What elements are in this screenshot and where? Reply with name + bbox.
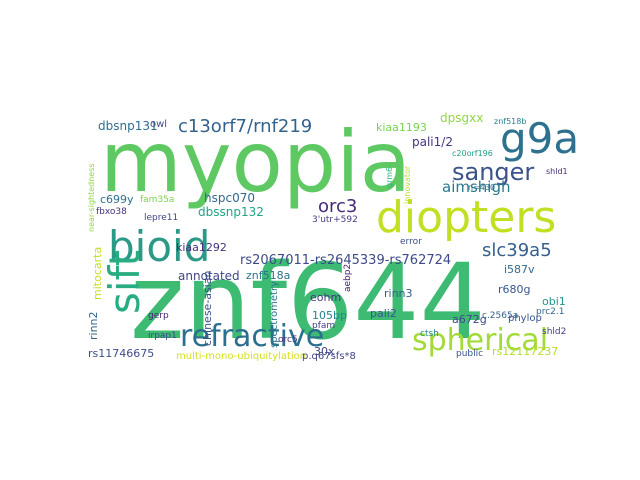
word-rs2067011: rs2067011-rs2645339-rs762724	[240, 253, 452, 268]
word-c699y: c699y	[100, 193, 134, 206]
word-diopters: diopters	[376, 192, 557, 243]
word-rs12117237: rs12117237	[492, 345, 559, 358]
word-refractive: refractive	[180, 319, 325, 354]
word-aimshigh: aimshigh	[442, 178, 511, 196]
word-public: public	[456, 349, 484, 359]
word-3utr-592: 3'utr+592	[312, 215, 358, 225]
word-irpap1: irpap1	[148, 331, 177, 341]
word-c20orf196: c20orf196	[452, 149, 493, 158]
word-r680g: r680g	[498, 283, 531, 296]
word-c2565a: c.2565a	[482, 311, 519, 321]
word-owl: owl	[150, 119, 168, 130]
word-p-q67sfs8: p.q67sfs*8	[302, 351, 356, 362]
word-znf644: znf644	[130, 241, 486, 363]
word-error: error	[400, 237, 422, 247]
word-znf518a: znf518a	[246, 269, 291, 282]
word-eohm: eohm	[310, 291, 342, 304]
word-grm6: grm6	[385, 166, 394, 188]
word-pfam: pfam	[312, 321, 336, 331]
word-105bp: 105bp	[312, 309, 347, 322]
word-n-430: n=430	[468, 183, 496, 192]
word-aebp2: aebp2	[343, 263, 353, 292]
word-c13orf7-rnf219: c13orf7/rnf219	[178, 116, 313, 137]
word-spherical: spherical	[412, 323, 549, 358]
word-innovator: innovator	[403, 165, 412, 204]
word-multi-mono-ubiquitylation: multi-mono-ubiquitylation	[176, 351, 307, 362]
word-fbxo38: fbxo38	[96, 207, 127, 217]
word-kiaa1193: kiaa1193	[376, 121, 427, 134]
word-dbsnp131: dbsnp131	[98, 119, 158, 133]
word-near-sightedness: near-sightedness	[87, 163, 96, 232]
word-shld2: shld2	[542, 327, 567, 337]
word-annotated: annotated	[178, 269, 240, 283]
word-30x: 30x	[314, 345, 335, 358]
word-shld1: shld1	[546, 167, 568, 176]
word-orc3: orc3	[318, 196, 358, 217]
word-hspc070: hspc070	[204, 191, 255, 205]
word-rinn2: rinn2	[87, 311, 100, 340]
word-i587v: i587v	[504, 263, 535, 276]
word-fam35a: fam35a	[140, 195, 175, 205]
word-orc5: orc5	[278, 335, 298, 345]
word-obi1: obi1	[542, 295, 566, 308]
word-dpsgxx: dpsgxx	[440, 111, 484, 125]
word-rs11746675: rs11746675	[88, 347, 155, 360]
word-mitocarta: mitocarta	[91, 246, 104, 300]
word-bioid: bioid	[108, 222, 211, 271]
word-gerp: gerp	[148, 311, 169, 321]
word-rinn3: rinn3	[384, 287, 413, 300]
word-pali1-2: pali1/2	[412, 135, 453, 149]
word-lepre11: lepre11	[144, 213, 179, 223]
word-myopia: myopia	[100, 113, 412, 211]
word-prc2-1: prc2.1	[536, 307, 565, 317]
word-g9a: g9a	[500, 114, 576, 163]
word-a672g: a672g	[452, 313, 487, 326]
word-sanger: sanger	[452, 158, 535, 186]
word-cloud: znf644 myopia diopters bioid refractive …	[80, 100, 576, 368]
word-znf518b: znf518b	[494, 117, 527, 126]
word-kiaa1292: kiaa1292	[176, 241, 227, 254]
word-sift: sift	[100, 249, 149, 314]
word-phylop: phylop	[508, 313, 542, 324]
word-ctsh: ctsh	[420, 329, 439, 339]
word-pali2: pali2	[370, 307, 397, 320]
word-slc39a5: slc39a5	[482, 240, 552, 261]
word-dbssnp132: dbssnp132	[198, 205, 264, 219]
word-chinese-asian: chinese-asian	[201, 270, 214, 346]
